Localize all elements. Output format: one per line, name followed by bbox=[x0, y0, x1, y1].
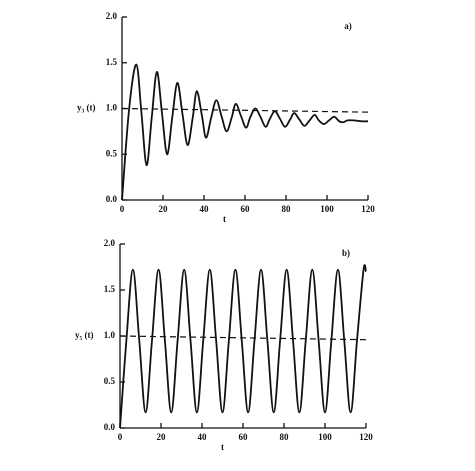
x-tick-label: 100 bbox=[318, 432, 332, 442]
y-tick-label: 1.5 bbox=[106, 57, 118, 67]
y-tick-label: 0.5 bbox=[106, 148, 118, 158]
y-tick-label: 1.0 bbox=[106, 103, 118, 113]
x-tick-label: 40 bbox=[198, 432, 208, 442]
panel-label: a) bbox=[344, 21, 352, 31]
y-axis-label: y₃ (t) bbox=[77, 103, 95, 113]
x-axis-label: t bbox=[221, 442, 224, 452]
reference-line bbox=[121, 107, 369, 113]
x-tick-label: 120 bbox=[361, 204, 375, 214]
y-tick-label: 1.0 bbox=[104, 330, 116, 340]
x-tick-label: 60 bbox=[239, 432, 249, 442]
y-tick-label: 0.0 bbox=[106, 194, 118, 204]
x-tick-label: 60 bbox=[241, 204, 251, 214]
x-tick-label: 80 bbox=[280, 432, 290, 442]
y-tick-label: 1.5 bbox=[104, 284, 116, 294]
y-tick-label: 0.5 bbox=[104, 376, 116, 386]
y-tick-label: 2.0 bbox=[104, 238, 116, 248]
response-curve bbox=[121, 63, 369, 201]
x-tick-label: 80 bbox=[282, 204, 292, 214]
response-curve bbox=[119, 264, 367, 429]
y-tick-label: 0.0 bbox=[104, 422, 116, 432]
y-tick-label: 2.0 bbox=[106, 11, 118, 21]
panel-label: b) bbox=[342, 248, 350, 258]
x-tick-label: 100 bbox=[320, 204, 334, 214]
x-axis-label: t bbox=[223, 214, 226, 224]
x-tick-label: 120 bbox=[359, 432, 373, 442]
y-axis-label: y₅ (t) bbox=[75, 330, 93, 340]
x-tick-label: 0 bbox=[120, 204, 125, 214]
x-tick-label: 0 bbox=[118, 432, 123, 442]
x-tick-label: 40 bbox=[200, 204, 210, 214]
x-tick-label: 20 bbox=[157, 432, 167, 442]
reference-line bbox=[119, 335, 367, 341]
x-tick-label: 20 bbox=[159, 204, 169, 214]
